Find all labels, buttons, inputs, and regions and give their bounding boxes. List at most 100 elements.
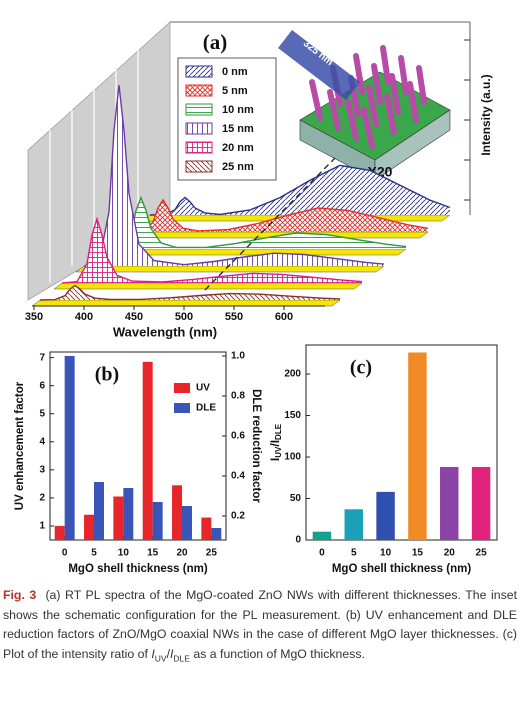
spectrum-line [127, 198, 429, 233]
legend-swatch [174, 383, 190, 393]
legend-swatch [185, 103, 213, 116]
bar [471, 466, 491, 540]
bar [211, 528, 222, 540]
legend-label: UV [196, 383, 210, 394]
x-tick-label: 500 [175, 311, 193, 323]
bar [142, 361, 153, 540]
panel-title: (a) [203, 30, 228, 54]
y-tick-label: 2 [39, 493, 45, 504]
caption-text: / [166, 646, 170, 661]
plot-frame [49, 351, 227, 541]
y-tick-label: 3 [39, 464, 45, 475]
x-tick-label: 10 [118, 548, 130, 559]
bar [172, 485, 182, 540]
figure: 325 nm (a) X20 Intensity (a.u.) Waveleng… [14, 21, 498, 575]
y2-tick-label: 0.8 [231, 391, 245, 402]
bar [94, 482, 104, 540]
y-tick-label: 50 [290, 493, 302, 504]
x-tick-label: 400 [75, 311, 93, 323]
spectrum-line [83, 85, 385, 267]
x-tick-label: 5 [351, 548, 357, 559]
spectrum-fill [128, 200, 428, 232]
bar [312, 531, 332, 540]
bar [408, 352, 427, 540]
bar [123, 488, 134, 540]
floor-strip [31, 299, 341, 307]
x-tick-label: 10 [380, 548, 392, 559]
bar [54, 525, 65, 540]
y-axis-label-part: DLE [274, 423, 283, 440]
panel-a: 0 nm 5 nm 10 nm 15 nm 20 nm 25 nm 350 400 450 500… [25, 57, 451, 323]
caption-symbol: I [151, 646, 155, 661]
legend-box [177, 57, 277, 181]
y-axis-label-part: UV [274, 446, 283, 458]
y-tick-label: 7 [39, 352, 45, 363]
y-tick-label: 200 [284, 369, 301, 380]
caption-subscript: UV [154, 652, 167, 663]
spectrum-fill [150, 165, 450, 215]
y-tick-label: 100 [284, 452, 301, 463]
x-axis-label: Wavelength (nm) [113, 324, 217, 339]
legend-swatch [185, 122, 213, 135]
bar [152, 502, 163, 540]
plot-frame [305, 344, 498, 541]
x-tick-label: 20 [176, 548, 188, 559]
x-axis-label: MgO shell thickness (nm) [332, 563, 471, 575]
bar [201, 517, 212, 540]
x-tick-label: 550 [225, 311, 243, 323]
legend-label: 0 nm [222, 66, 248, 78]
y-axis-label-part: /I [268, 440, 282, 447]
guide-line [204, 157, 336, 291]
panel-title: (b) [95, 364, 119, 386]
y2-tick-label: 0.2 [231, 511, 245, 522]
x-tick-label: 15 [147, 548, 159, 559]
x-tick-label: 5 [91, 548, 97, 559]
x-axis-label: MgO shell thickness (nm) [68, 563, 207, 575]
caption-symbol: I [170, 646, 174, 661]
spectrum-fill [106, 197, 406, 249]
y-axis-label: UV enhancement factor [14, 381, 26, 510]
spectrum-fill [40, 285, 340, 300]
bar [113, 496, 124, 540]
bar [182, 506, 192, 540]
x-tick-label: 0 [319, 548, 325, 559]
y-tick-label: 6 [39, 380, 45, 391]
x-tick-label: 25 [206, 548, 218, 559]
spectrum-line [61, 216, 363, 284]
spectrum-fill [84, 85, 384, 266]
legend-label: 20 nm [222, 142, 254, 154]
x-tick-label: 25 [476, 548, 488, 559]
legend-swatch [174, 403, 190, 413]
panel-title: (c) [350, 357, 372, 379]
y2-tick-label: 0.4 [231, 471, 245, 482]
y-axis-label-part: I [268, 458, 282, 461]
y-tick-label: 0 [295, 535, 301, 546]
x-tick-label: 0 [62, 548, 68, 559]
x-tick-label: 350 [25, 311, 43, 323]
x-tick-label: 600 [275, 311, 293, 323]
legend-label: DLE [196, 403, 216, 414]
legend-swatch [185, 141, 213, 154]
y-tick-label: 5 [39, 408, 45, 419]
y2-axis-label: DLE reduction factor [250, 389, 262, 503]
caption-subscript: DLE [173, 652, 190, 663]
legend-swatch [185, 84, 213, 97]
x-tick-label: 15 [412, 548, 424, 559]
x-tick-label: 450 [125, 311, 143, 323]
caption-text: as a function of MgO thickness. [193, 646, 365, 661]
legend-label: 5 nm [222, 85, 248, 97]
y2-tick-label: 1.0 [231, 351, 245, 362]
floor-strip [75, 265, 385, 273]
y-tick-label: 150 [284, 410, 301, 421]
inset-schematic [278, 30, 451, 181]
x-tick-label: 20 [444, 548, 456, 559]
y-tick-label: 4 [39, 436, 45, 447]
spectrum-fill [62, 219, 362, 283]
legend-swatch [185, 65, 213, 78]
caption-text: (a) RT PL spectra of the MgO-coated ZnO … [3, 588, 518, 661]
bar [440, 466, 459, 540]
floor-strip [53, 282, 363, 290]
y2-tick-label: 0.6 [231, 431, 245, 442]
bar [84, 514, 94, 540]
bar [64, 356, 75, 540]
